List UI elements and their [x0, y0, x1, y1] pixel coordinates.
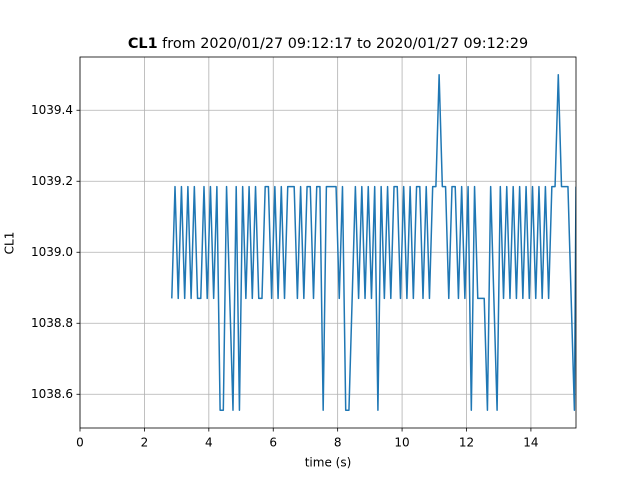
x-tick-label: 6 [269, 436, 277, 450]
y-tick-label: 1039.0 [31, 245, 73, 259]
axes-frame [79, 56, 577, 429]
y-tick-label: 1038.6 [31, 387, 73, 401]
x-tick-label: 12 [459, 436, 474, 450]
x-axis-label: time (s) [305, 456, 352, 470]
title-text: from 2020/01/27 09:12:17 to 2020/01/27 0… [162, 36, 528, 52]
chart-title: CL1 from 2020/01/27 09:12:17 to 2020/01/… [128, 36, 528, 52]
y-axis-label: CL1 [3, 232, 17, 255]
plot-area [171, 74, 576, 411]
y-tick-label: 1039.2 [31, 174, 73, 188]
y-tick-label: 1039.4 [31, 103, 73, 117]
x-tick-label: 0 [76, 436, 84, 450]
x-tick-label: 8 [334, 436, 342, 450]
x-tick-label: 2 [141, 436, 149, 450]
x-tick-label: 14 [523, 436, 538, 450]
y-tick-label: 1038.8 [31, 316, 73, 330]
x-tick-label: 10 [394, 436, 409, 450]
data-line [171, 74, 576, 411]
x-tick-label: 4 [205, 436, 213, 450]
title-name: CL1 [128, 36, 158, 52]
